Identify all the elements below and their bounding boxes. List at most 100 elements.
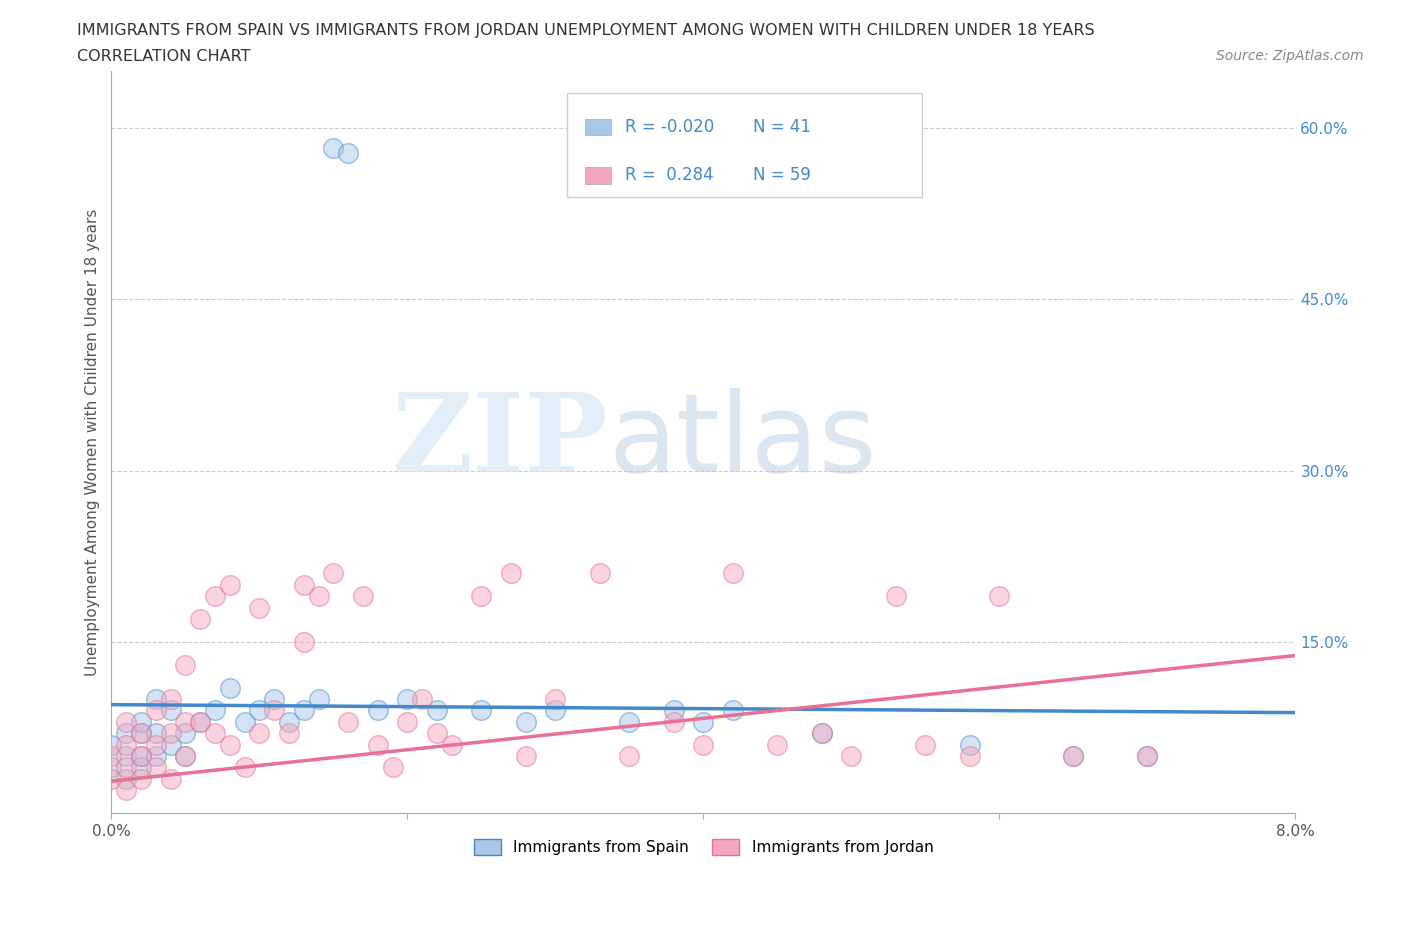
Point xyxy=(1136,749,1159,764)
Point xyxy=(721,565,744,580)
Point xyxy=(841,749,863,764)
Point xyxy=(811,725,834,740)
Point xyxy=(662,703,685,718)
Point xyxy=(811,725,834,740)
Point xyxy=(174,749,197,764)
Text: R = -0.020: R = -0.020 xyxy=(626,118,714,136)
Point xyxy=(589,565,612,580)
Point xyxy=(159,692,181,707)
Text: R =  0.284: R = 0.284 xyxy=(626,166,714,184)
Point xyxy=(337,714,360,729)
Point xyxy=(100,771,122,786)
Text: CORRELATION CHART: CORRELATION CHART xyxy=(77,49,250,64)
Point xyxy=(129,714,152,729)
Point xyxy=(174,725,197,740)
Text: IMMIGRANTS FROM SPAIN VS IMMIGRANTS FROM JORDAN UNEMPLOYMENT AMONG WOMEN WITH CH: IMMIGRANTS FROM SPAIN VS IMMIGRANTS FROM… xyxy=(77,23,1095,38)
Point xyxy=(188,714,211,729)
Point xyxy=(1136,749,1159,764)
Point xyxy=(174,714,197,729)
Point xyxy=(233,714,256,729)
Point xyxy=(515,714,537,729)
Point xyxy=(249,703,271,718)
Point xyxy=(959,749,981,764)
FancyBboxPatch shape xyxy=(585,119,612,136)
Point xyxy=(381,760,404,775)
Point xyxy=(292,703,315,718)
Legend: Immigrants from Spain, Immigrants from Jordan: Immigrants from Spain, Immigrants from J… xyxy=(467,833,939,861)
Point xyxy=(470,589,492,604)
Point xyxy=(988,589,1011,604)
Point xyxy=(322,565,344,580)
Point xyxy=(204,725,226,740)
Point xyxy=(159,771,181,786)
Y-axis label: Unemployment Among Women with Children Under 18 years: Unemployment Among Women with Children U… xyxy=(86,208,100,676)
Point xyxy=(233,760,256,775)
Point xyxy=(263,703,285,718)
Point xyxy=(263,692,285,707)
Point xyxy=(544,703,567,718)
Point xyxy=(692,714,714,729)
Point xyxy=(218,578,240,592)
Point xyxy=(662,714,685,729)
Point xyxy=(218,680,240,695)
Point xyxy=(145,692,167,707)
Point xyxy=(188,612,211,627)
FancyBboxPatch shape xyxy=(567,93,922,197)
Point xyxy=(1062,749,1084,764)
Point xyxy=(322,141,344,156)
Point xyxy=(249,725,271,740)
Point xyxy=(292,578,315,592)
Point xyxy=(174,658,197,672)
Point xyxy=(129,760,152,775)
Point xyxy=(100,760,122,775)
Point xyxy=(115,725,138,740)
Point xyxy=(129,749,152,764)
Text: N = 59: N = 59 xyxy=(754,166,811,184)
Point xyxy=(188,714,211,729)
Point xyxy=(100,737,122,752)
Point xyxy=(1062,749,1084,764)
Point xyxy=(367,703,389,718)
Point xyxy=(308,589,330,604)
Point xyxy=(308,692,330,707)
Point xyxy=(721,703,744,718)
Point xyxy=(129,771,152,786)
Text: ZIP: ZIP xyxy=(392,389,609,496)
Point xyxy=(292,634,315,649)
Point xyxy=(129,749,152,764)
Point xyxy=(115,760,138,775)
Point xyxy=(396,714,419,729)
Point xyxy=(159,703,181,718)
Point xyxy=(352,589,374,604)
Point xyxy=(619,714,641,729)
Point xyxy=(100,749,122,764)
Point xyxy=(278,714,301,729)
Point xyxy=(159,737,181,752)
Point xyxy=(115,737,138,752)
Point xyxy=(914,737,936,752)
Point xyxy=(499,565,522,580)
Point xyxy=(959,737,981,752)
Point xyxy=(411,692,433,707)
Point xyxy=(145,725,167,740)
Point xyxy=(278,725,301,740)
Point xyxy=(145,749,167,764)
Point xyxy=(145,760,167,775)
Point xyxy=(115,771,138,786)
Point xyxy=(204,703,226,718)
Point xyxy=(544,692,567,707)
Point xyxy=(218,737,240,752)
Point xyxy=(115,783,138,798)
Text: Source: ZipAtlas.com: Source: ZipAtlas.com xyxy=(1216,49,1364,63)
Point xyxy=(692,737,714,752)
FancyBboxPatch shape xyxy=(585,167,612,183)
Point xyxy=(174,749,197,764)
Point xyxy=(115,749,138,764)
Point xyxy=(159,725,181,740)
Text: N = 41: N = 41 xyxy=(754,118,811,136)
Point xyxy=(337,146,360,161)
Point xyxy=(884,589,907,604)
Point xyxy=(115,714,138,729)
Point xyxy=(129,725,152,740)
Point xyxy=(470,703,492,718)
